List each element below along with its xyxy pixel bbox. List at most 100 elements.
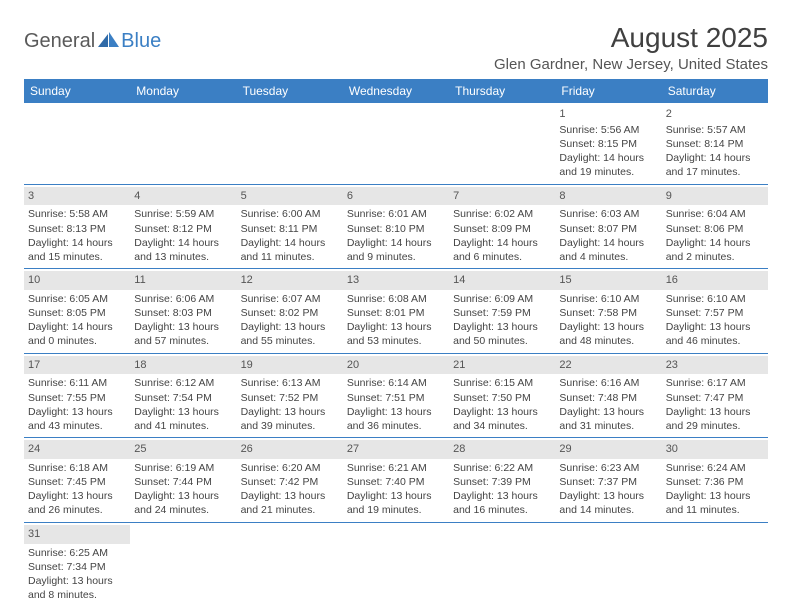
- day-number: 5: [241, 190, 247, 202]
- day-ss: Sunset: 8:09 PM: [453, 222, 551, 236]
- day-dl2: and 14 minutes.: [559, 503, 657, 517]
- day-sr: Sunrise: 6:12 AM: [134, 376, 232, 390]
- day-ss: Sunset: 7:48 PM: [559, 391, 657, 405]
- header: General Blue August 2025 Glen Gardner, N…: [24, 22, 768, 73]
- calendar: SundayMondayTuesdayWednesdayThursdayFrid…: [24, 79, 768, 606]
- day-22: 22Sunrise: 6:16 AMSunset: 7:48 PMDayligh…: [555, 354, 661, 438]
- weekday-thursday: Thursday: [449, 79, 555, 103]
- day-number-row: 25: [130, 440, 236, 459]
- day-sr: Sunrise: 6:23 AM: [559, 461, 657, 475]
- week-row: 1Sunrise: 5:56 AMSunset: 8:15 PMDaylight…: [24, 103, 768, 185]
- day-2: 2Sunrise: 5:57 AMSunset: 8:14 PMDaylight…: [662, 103, 768, 184]
- day-sr: Sunrise: 6:24 AM: [666, 461, 764, 475]
- day-empty: [662, 523, 768, 607]
- day-5: 5Sunrise: 6:00 AMSunset: 8:11 PMDaylight…: [237, 185, 343, 269]
- day-number-row: 31: [24, 525, 130, 544]
- day-number: 21: [453, 359, 465, 371]
- day-number-row: 29: [555, 440, 661, 459]
- day-ss: Sunset: 8:07 PM: [559, 222, 657, 236]
- day-sr: Sunrise: 6:17 AM: [666, 376, 764, 390]
- logo-text-general: General: [24, 30, 95, 53]
- logo: General Blue: [24, 30, 161, 53]
- day-9: 9Sunrise: 6:04 AMSunset: 8:06 PMDaylight…: [662, 185, 768, 269]
- weekday-friday: Friday: [555, 79, 661, 103]
- day-dl1: Daylight: 13 hours: [28, 489, 126, 503]
- day-ss: Sunset: 7:39 PM: [453, 475, 551, 489]
- day-dl2: and 11 minutes.: [666, 503, 764, 517]
- day-dl1: Daylight: 14 hours: [453, 236, 551, 250]
- day-dl1: Daylight: 14 hours: [28, 236, 126, 250]
- day-empty: [237, 103, 343, 184]
- day-dl2: and 34 minutes.: [453, 419, 551, 433]
- day-sr: Sunrise: 5:57 AM: [666, 123, 764, 137]
- day-number-row: 26: [237, 440, 343, 459]
- day-ss: Sunset: 7:55 PM: [28, 391, 126, 405]
- day-29: 29Sunrise: 6:23 AMSunset: 7:37 PMDayligh…: [555, 438, 661, 522]
- day-10: 10Sunrise: 6:05 AMSunset: 8:05 PMDayligh…: [24, 269, 130, 353]
- day-dl1: Daylight: 14 hours: [666, 151, 764, 165]
- day-sr: Sunrise: 6:01 AM: [347, 207, 445, 221]
- day-number-row: 4: [130, 187, 236, 206]
- day-dl2: and 36 minutes.: [347, 419, 445, 433]
- day-dl1: Daylight: 14 hours: [559, 236, 657, 250]
- day-number-row: 21: [449, 356, 555, 375]
- day-ss: Sunset: 7:51 PM: [347, 391, 445, 405]
- day-21: 21Sunrise: 6:15 AMSunset: 7:50 PMDayligh…: [449, 354, 555, 438]
- day-number: 19: [241, 359, 253, 371]
- day-number: 6: [347, 190, 353, 202]
- day-ss: Sunset: 7:47 PM: [666, 391, 764, 405]
- day-sr: Sunrise: 6:02 AM: [453, 207, 551, 221]
- day-number-row: 12: [237, 271, 343, 290]
- location: Glen Gardner, New Jersey, United States: [494, 56, 768, 73]
- day-number: 18: [134, 359, 146, 371]
- day-number-row: 30: [662, 440, 768, 459]
- day-dl2: and 26 minutes.: [28, 503, 126, 517]
- day-dl1: Daylight: 13 hours: [666, 405, 764, 419]
- day-number: 30: [666, 443, 678, 455]
- day-4: 4Sunrise: 5:59 AMSunset: 8:12 PMDaylight…: [130, 185, 236, 269]
- day-empty: [237, 523, 343, 607]
- day-empty: [449, 103, 555, 184]
- day-ss: Sunset: 7:40 PM: [347, 475, 445, 489]
- day-25: 25Sunrise: 6:19 AMSunset: 7:44 PMDayligh…: [130, 438, 236, 522]
- day-ss: Sunset: 8:10 PM: [347, 222, 445, 236]
- day-30: 30Sunrise: 6:24 AMSunset: 7:36 PMDayligh…: [662, 438, 768, 522]
- day-8: 8Sunrise: 6:03 AMSunset: 8:07 PMDaylight…: [555, 185, 661, 269]
- day-sr: Sunrise: 6:18 AM: [28, 461, 126, 475]
- day-ss: Sunset: 7:59 PM: [453, 306, 551, 320]
- day-number: 13: [347, 274, 359, 286]
- day-number-row: 14: [449, 271, 555, 290]
- day-ss: Sunset: 7:54 PM: [134, 391, 232, 405]
- day-number: 4: [134, 190, 140, 202]
- day-ss: Sunset: 7:42 PM: [241, 475, 339, 489]
- day-dl2: and 41 minutes.: [134, 419, 232, 433]
- day-dl1: Daylight: 13 hours: [453, 320, 551, 334]
- day-number: 2: [666, 108, 672, 120]
- day-number-row: 9: [662, 187, 768, 206]
- day-ss: Sunset: 7:50 PM: [453, 391, 551, 405]
- logo-text-blue: Blue: [121, 30, 161, 53]
- day-dl2: and 8 minutes.: [28, 588, 126, 602]
- day-number-row: 15: [555, 271, 661, 290]
- day-dl1: Daylight: 13 hours: [28, 405, 126, 419]
- day-number-row: 7: [449, 187, 555, 206]
- day-3: 3Sunrise: 5:58 AMSunset: 8:13 PMDaylight…: [24, 185, 130, 269]
- day-dl2: and 19 minutes.: [559, 165, 657, 179]
- day-dl1: Daylight: 13 hours: [134, 405, 232, 419]
- day-dl2: and 0 minutes.: [28, 334, 126, 348]
- day-number: 14: [453, 274, 465, 286]
- day-12: 12Sunrise: 6:07 AMSunset: 8:02 PMDayligh…: [237, 269, 343, 353]
- day-sr: Sunrise: 6:16 AM: [559, 376, 657, 390]
- day-20: 20Sunrise: 6:14 AMSunset: 7:51 PMDayligh…: [343, 354, 449, 438]
- day-empty: [343, 103, 449, 184]
- day-number-row: 22: [555, 356, 661, 375]
- week-row: 10Sunrise: 6:05 AMSunset: 8:05 PMDayligh…: [24, 269, 768, 354]
- day-empty: [130, 523, 236, 607]
- day-number: 15: [559, 274, 571, 286]
- day-dl2: and 15 minutes.: [28, 250, 126, 264]
- day-number-row: 27: [343, 440, 449, 459]
- day-ss: Sunset: 7:36 PM: [666, 475, 764, 489]
- day-sr: Sunrise: 6:20 AM: [241, 461, 339, 475]
- day-ss: Sunset: 8:05 PM: [28, 306, 126, 320]
- day-13: 13Sunrise: 6:08 AMSunset: 8:01 PMDayligh…: [343, 269, 449, 353]
